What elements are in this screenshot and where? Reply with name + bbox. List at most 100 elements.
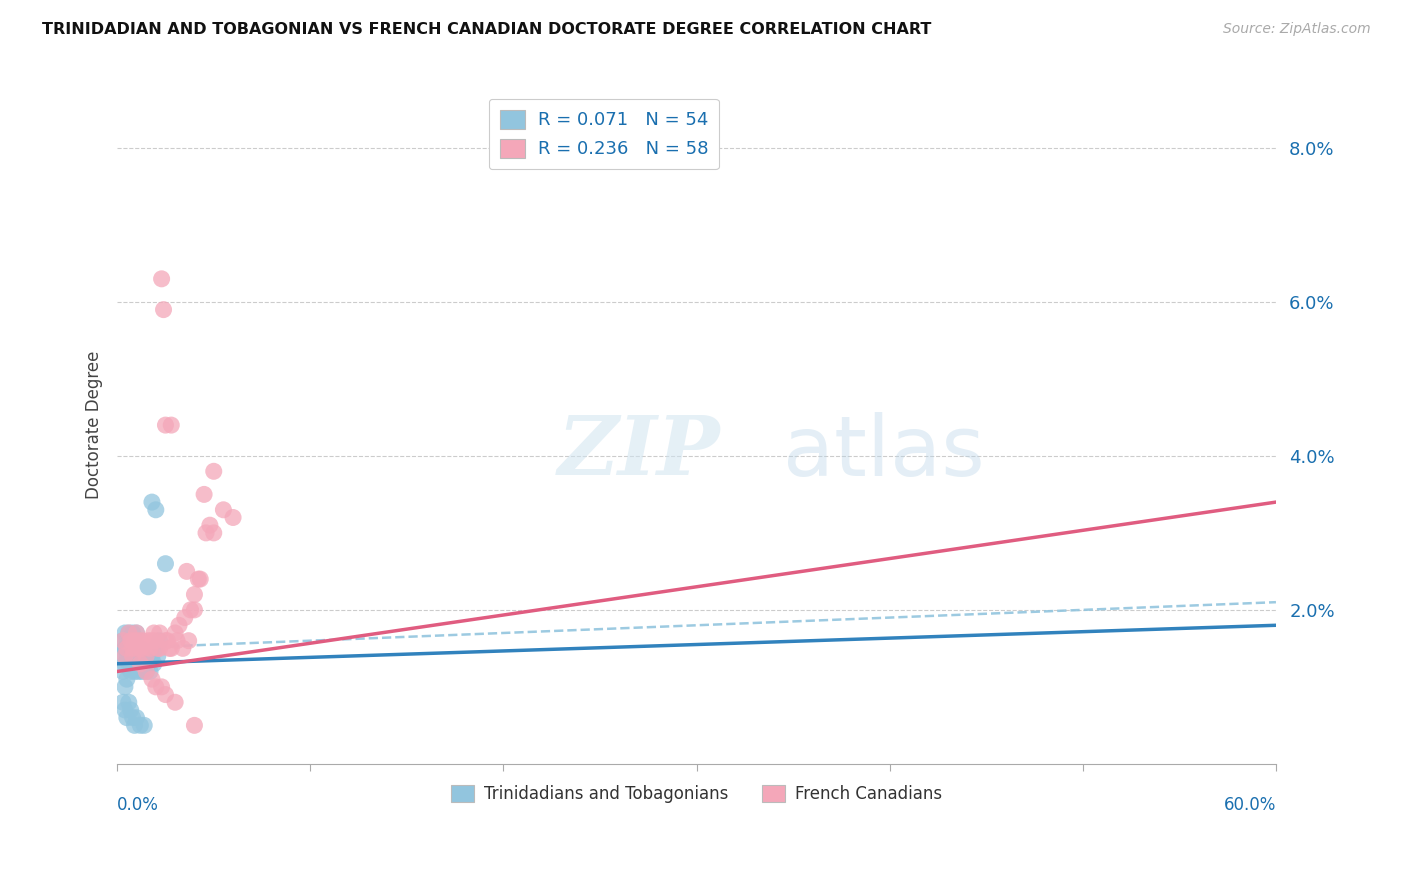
Point <box>141 672 163 686</box>
Point <box>139 665 162 679</box>
Point <box>129 718 152 732</box>
Point <box>124 718 146 732</box>
Point <box>114 626 136 640</box>
Point <box>198 518 221 533</box>
Point <box>177 633 200 648</box>
Point <box>127 649 149 664</box>
Point <box>152 302 174 317</box>
Point <box>118 626 141 640</box>
Point <box>127 633 149 648</box>
Point <box>111 633 134 648</box>
Point <box>146 649 169 664</box>
Point <box>127 665 149 679</box>
Point <box>155 688 177 702</box>
Point <box>139 641 162 656</box>
Point <box>129 641 152 656</box>
Point <box>118 657 141 671</box>
Point <box>141 495 163 509</box>
Point <box>155 418 177 433</box>
Point <box>114 680 136 694</box>
Point <box>145 680 167 694</box>
Point <box>135 665 157 679</box>
Point <box>125 711 148 725</box>
Point <box>121 641 143 656</box>
Point <box>149 626 172 640</box>
Point <box>188 572 211 586</box>
Point <box>160 641 183 656</box>
Point <box>114 641 136 656</box>
Point <box>129 641 152 656</box>
Point <box>115 649 138 664</box>
Point <box>124 665 146 679</box>
Point <box>129 657 152 671</box>
Point <box>114 657 136 671</box>
Point <box>125 626 148 640</box>
Text: Source: ZipAtlas.com: Source: ZipAtlas.com <box>1223 22 1371 37</box>
Point <box>193 487 215 501</box>
Point <box>183 603 205 617</box>
Point <box>142 657 165 671</box>
Point <box>222 510 245 524</box>
Point <box>173 610 195 624</box>
Point <box>212 503 235 517</box>
Point <box>202 525 225 540</box>
Point <box>146 641 169 656</box>
Point <box>121 711 143 725</box>
Point <box>111 633 134 648</box>
Point <box>187 572 209 586</box>
Point <box>124 649 146 664</box>
Point <box>120 649 142 664</box>
Point <box>149 641 172 656</box>
Point <box>141 649 163 664</box>
Point <box>115 711 138 725</box>
Point <box>135 665 157 679</box>
Point <box>141 633 163 648</box>
Point <box>145 633 167 648</box>
Y-axis label: Doctorate Degree: Doctorate Degree <box>86 351 103 500</box>
Point <box>114 649 136 664</box>
Point <box>202 464 225 478</box>
Point <box>120 633 142 648</box>
Text: ZIP: ZIP <box>558 412 720 492</box>
Point <box>165 695 187 709</box>
Point <box>124 633 146 648</box>
Point <box>120 665 142 679</box>
Point <box>165 626 187 640</box>
Point <box>136 657 159 671</box>
Point <box>111 665 134 679</box>
Point <box>111 695 134 709</box>
Point <box>183 587 205 601</box>
Point <box>115 672 138 686</box>
Point <box>155 557 177 571</box>
Point <box>145 641 167 656</box>
Point <box>131 649 153 664</box>
Point <box>121 641 143 656</box>
Point <box>121 649 143 664</box>
Point <box>150 272 173 286</box>
Point <box>167 618 190 632</box>
Point <box>156 633 179 648</box>
Point <box>121 657 143 671</box>
Point <box>157 641 180 656</box>
Point <box>118 626 141 640</box>
Point <box>149 633 172 648</box>
Point <box>131 633 153 648</box>
Point <box>115 633 138 648</box>
Text: atlas: atlas <box>783 412 986 492</box>
Point <box>155 633 177 648</box>
Text: TRINIDADIAN AND TOBAGONIAN VS FRENCH CANADIAN DOCTORATE DEGREE CORRELATION CHART: TRINIDADIAN AND TOBAGONIAN VS FRENCH CAN… <box>42 22 932 37</box>
Point <box>131 665 153 679</box>
Point <box>172 641 194 656</box>
Legend: Trinidadians and Tobagonians, French Canadians: Trinidadians and Tobagonians, French Can… <box>444 778 949 810</box>
Point <box>136 580 159 594</box>
Point <box>134 718 156 732</box>
Point <box>120 703 142 717</box>
Point <box>120 633 142 648</box>
Point <box>166 633 188 648</box>
Text: 60.0%: 60.0% <box>1223 796 1275 814</box>
Point <box>134 641 156 656</box>
Point <box>183 718 205 732</box>
Point <box>135 649 157 664</box>
Point <box>114 703 136 717</box>
Point <box>142 626 165 640</box>
